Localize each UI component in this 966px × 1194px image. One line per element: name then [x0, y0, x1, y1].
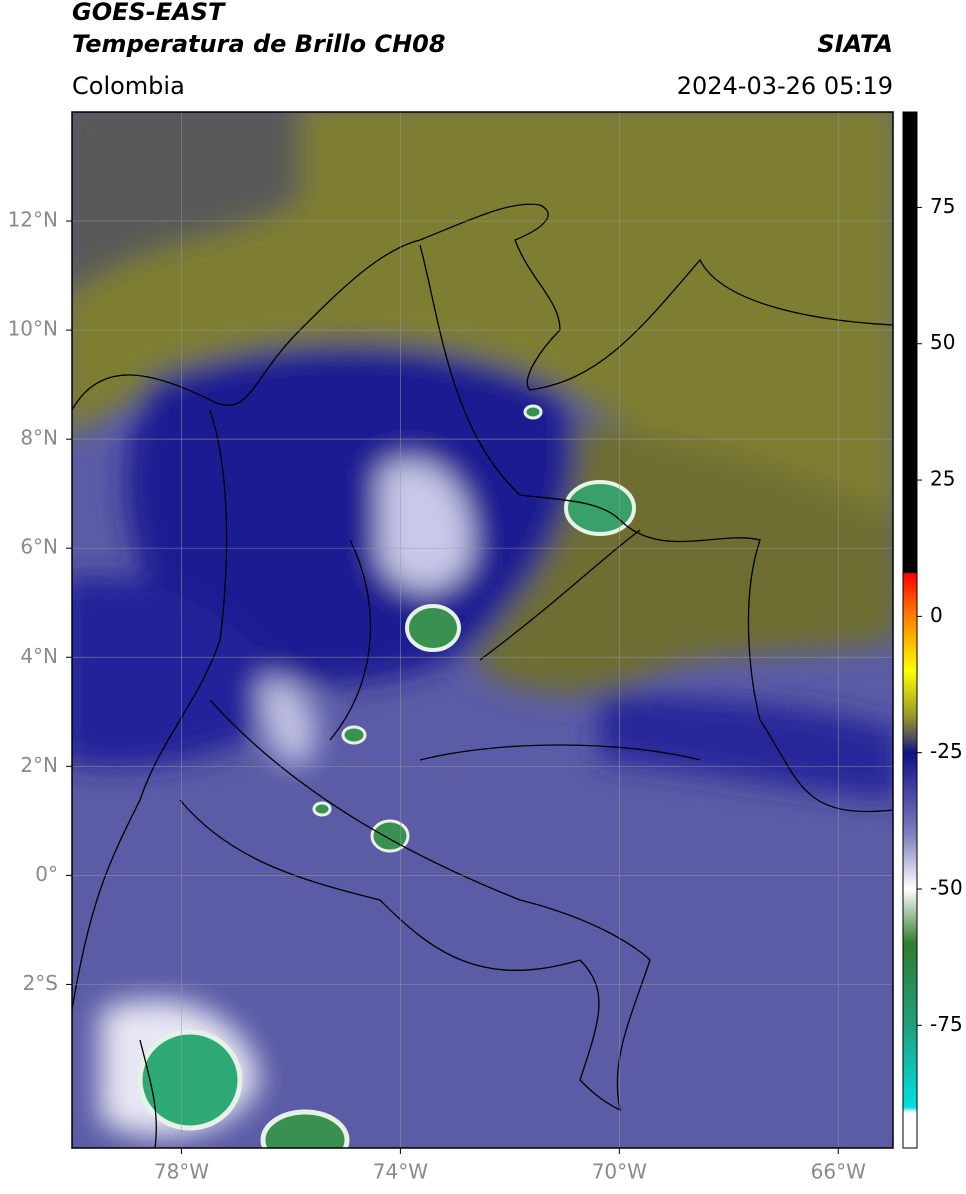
y-tick-label: 12°N — [8, 208, 58, 232]
y-tick-label: 8°N — [20, 426, 58, 450]
colorbar-tick-label: 75 — [930, 194, 955, 218]
subtitle: Temperatura de Brillo CH08 — [72, 30, 446, 58]
colorbar-tick-label: -75 — [930, 1012, 963, 1036]
gridlines — [72, 112, 893, 1148]
y-tick-label: 10°N — [8, 317, 58, 341]
y-tick-label: 0° — [35, 862, 58, 886]
x-tick-label: 78°W — [154, 1160, 209, 1184]
colorbar — [902, 111, 918, 1149]
map-frame — [71, 111, 894, 1149]
y-tick-label: 6°N — [20, 535, 58, 559]
colorbar-tick-label: -25 — [930, 739, 963, 763]
x-tick-label: 70°W — [592, 1160, 647, 1184]
datetime: 2024-03-26 05:19 — [677, 72, 893, 100]
source: SIATA — [817, 30, 893, 58]
y-tick-label: 4°N — [20, 644, 58, 668]
y-tick-label: 2°N — [20, 753, 58, 777]
colorbar-tick-label: 25 — [930, 467, 955, 491]
colorbar-tick-label: 0 — [930, 603, 943, 627]
x-tick-label: 66°W — [811, 1160, 866, 1184]
y-tick-label: 2°S — [23, 971, 58, 995]
region: Colombia — [72, 72, 185, 100]
x-tick-label: 74°W — [373, 1160, 428, 1184]
colorbar-tick-label: 50 — [930, 330, 955, 354]
title: GOES-EAST — [72, 0, 226, 26]
colorbar-tick-label: -50 — [930, 876, 963, 900]
satellite-image — [72, 112, 893, 1148]
